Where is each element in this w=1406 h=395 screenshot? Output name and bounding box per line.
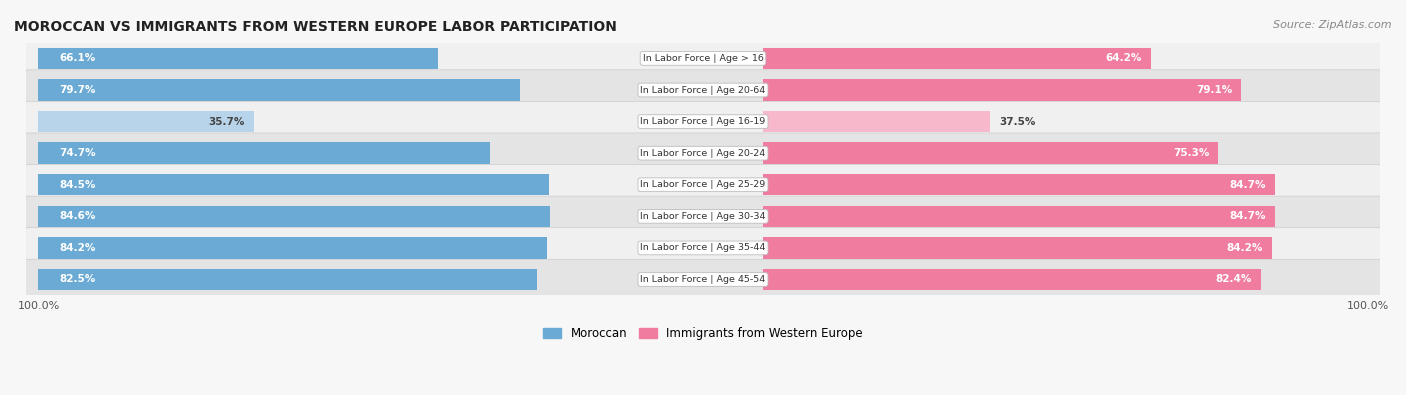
Text: In Labor Force | Age > 16: In Labor Force | Age > 16 [643, 54, 763, 63]
Bar [38, 48, 437, 69]
FancyBboxPatch shape [25, 196, 1381, 237]
Text: In Labor Force | Age 45-54: In Labor Force | Age 45-54 [640, 275, 766, 284]
Text: 79.7%: 79.7% [59, 85, 96, 95]
Text: 75.3%: 75.3% [1173, 148, 1209, 158]
Text: MOROCCAN VS IMMIGRANTS FROM WESTERN EUROPE LABOR PARTICIPATION: MOROCCAN VS IMMIGRANTS FROM WESTERN EURO… [14, 20, 617, 34]
Text: 84.5%: 84.5% [59, 180, 96, 190]
Bar [38, 237, 547, 259]
Text: 37.5%: 37.5% [1000, 117, 1035, 127]
Text: 84.2%: 84.2% [1226, 243, 1263, 253]
Text: In Labor Force | Age 30-34: In Labor Force | Age 30-34 [640, 212, 766, 221]
FancyBboxPatch shape [25, 102, 1381, 142]
Bar [763, 48, 1152, 69]
Text: In Labor Force | Age 35-44: In Labor Force | Age 35-44 [640, 243, 766, 252]
Text: 35.7%: 35.7% [208, 117, 245, 127]
Text: 66.1%: 66.1% [59, 53, 96, 64]
Bar [763, 111, 990, 132]
FancyBboxPatch shape [25, 165, 1381, 205]
FancyBboxPatch shape [25, 228, 1381, 268]
Text: Source: ZipAtlas.com: Source: ZipAtlas.com [1274, 20, 1392, 30]
Text: 82.4%: 82.4% [1216, 275, 1253, 284]
Bar [38, 79, 520, 101]
Text: In Labor Force | Age 16-19: In Labor Force | Age 16-19 [640, 117, 766, 126]
Text: 84.7%: 84.7% [1229, 180, 1265, 190]
Text: 79.1%: 79.1% [1197, 85, 1232, 95]
Legend: Moroccan, Immigrants from Western Europe: Moroccan, Immigrants from Western Europe [538, 323, 868, 345]
FancyBboxPatch shape [25, 259, 1381, 300]
Bar [763, 79, 1241, 101]
Bar [38, 206, 550, 227]
Text: In Labor Force | Age 25-29: In Labor Force | Age 25-29 [640, 180, 766, 189]
Bar [38, 143, 489, 164]
FancyBboxPatch shape [25, 70, 1381, 110]
FancyBboxPatch shape [25, 133, 1381, 173]
Text: In Labor Force | Age 20-24: In Labor Force | Age 20-24 [640, 149, 766, 158]
Bar [38, 269, 537, 290]
Text: 64.2%: 64.2% [1105, 53, 1142, 64]
Text: 84.6%: 84.6% [59, 211, 96, 221]
Bar [763, 143, 1219, 164]
Bar [38, 111, 254, 132]
Text: 84.2%: 84.2% [59, 243, 96, 253]
Bar [38, 174, 548, 196]
Bar [763, 206, 1275, 227]
Text: 82.5%: 82.5% [59, 275, 96, 284]
Bar [763, 269, 1261, 290]
Bar [763, 174, 1275, 196]
Text: 84.7%: 84.7% [1229, 211, 1265, 221]
FancyBboxPatch shape [25, 38, 1381, 79]
Text: In Labor Force | Age 20-64: In Labor Force | Age 20-64 [640, 86, 766, 94]
Text: 74.7%: 74.7% [59, 148, 96, 158]
Bar [763, 237, 1272, 259]
